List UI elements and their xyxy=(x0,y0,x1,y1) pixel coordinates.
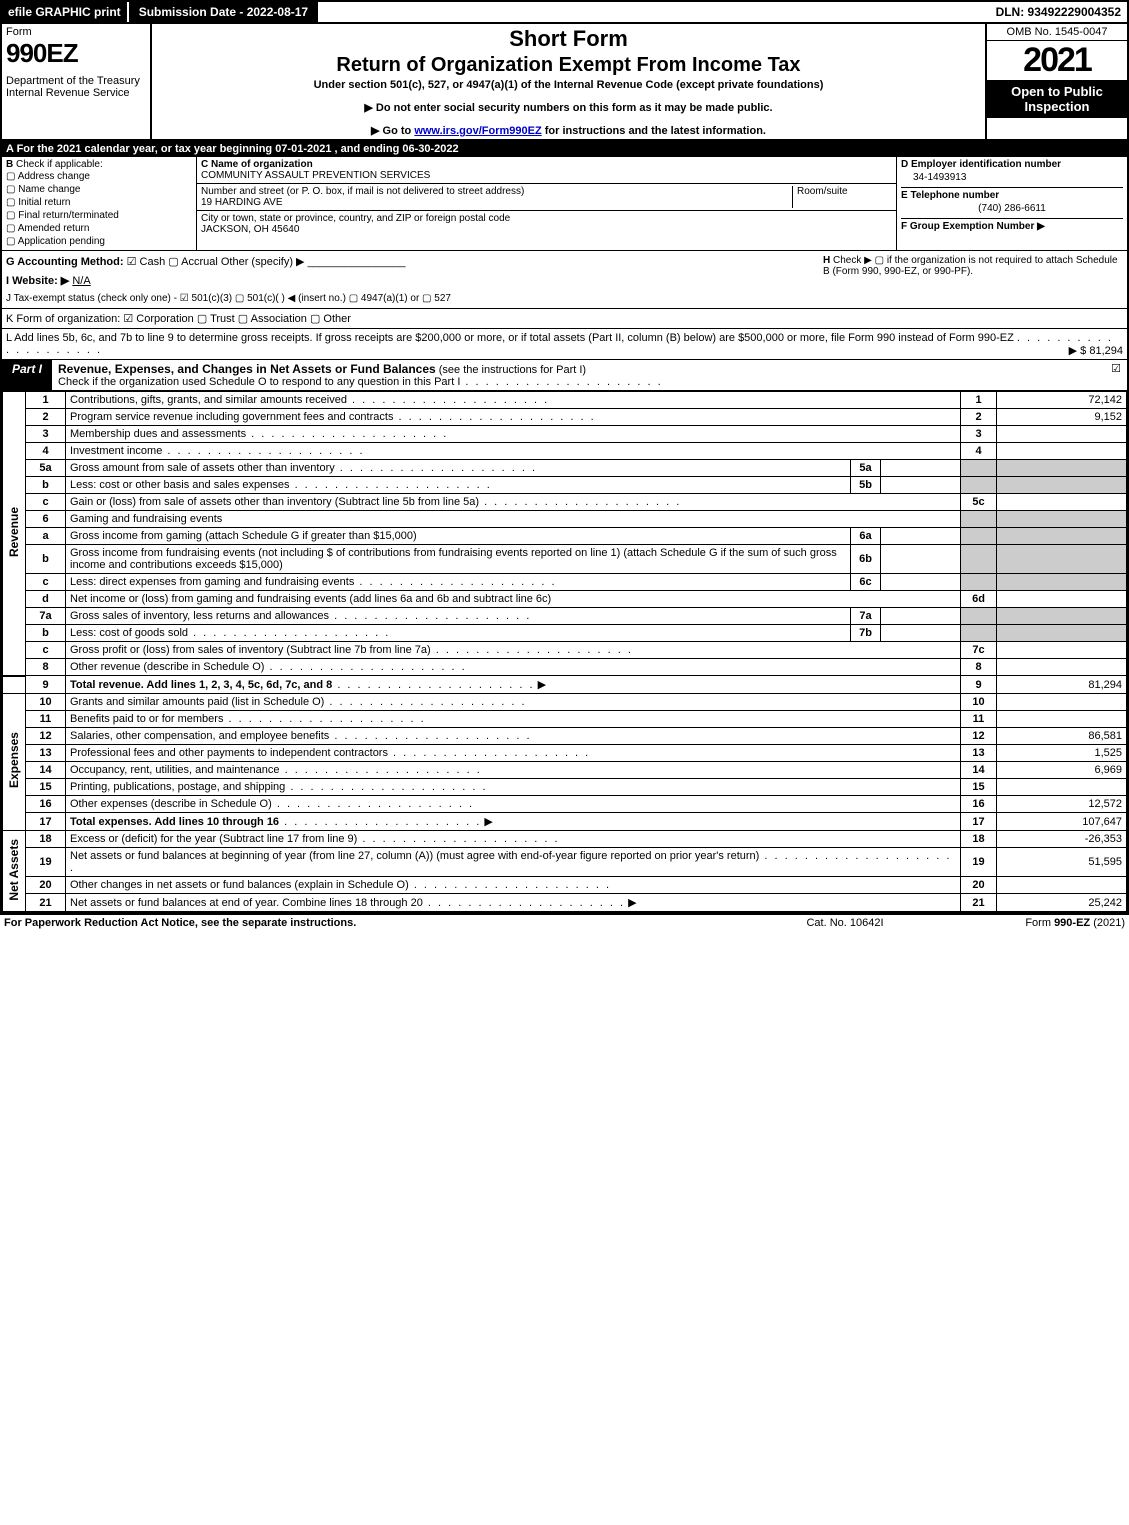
form-number: 990EZ xyxy=(6,38,146,69)
col-b: B Check if applicable: Address change Na… xyxy=(2,157,197,250)
chk-name-change[interactable]: Name change xyxy=(6,183,192,196)
under-section: Under section 501(c), 527, or 4947(a)(1)… xyxy=(158,79,979,91)
submission-date: Submission Date - 2022-08-17 xyxy=(127,2,318,22)
chk-address-change[interactable]: Address change xyxy=(6,170,192,183)
header-left: Form 990EZ Department of the Treasury In… xyxy=(2,24,152,139)
header: Form 990EZ Department of the Treasury In… xyxy=(2,24,1127,141)
form-ref: Form 990-EZ (2021) xyxy=(945,917,1125,929)
amt-9: 81,294 xyxy=(997,676,1127,694)
gross-receipts: ▶ $ 81,294 xyxy=(1069,344,1123,357)
chk-final-return[interactable]: Final return/terminated xyxy=(6,209,192,222)
cat-no: Cat. No. 10642I xyxy=(745,917,945,929)
chk-accrual[interactable]: Accrual xyxy=(168,256,218,268)
efile-label: efile GRAPHIC print xyxy=(2,2,127,22)
street-block: Number and street (or P. O. box, if mail… xyxy=(197,184,896,211)
netassets-label: Net Assets xyxy=(3,831,26,912)
lines-table: Revenue 1 Contributions, gifts, grants, … xyxy=(2,391,1127,912)
footer: For Paperwork Reduction Act Notice, see … xyxy=(0,914,1129,931)
ssn-note: ▶ Do not enter social security numbers o… xyxy=(158,101,979,114)
org-name-block: C Name of organization COMMUNITY ASSAULT… xyxy=(197,157,896,184)
line-h: H Check ▶ ▢ if the organization is not r… xyxy=(823,255,1123,287)
org-name: COMMUNITY ASSAULT PREVENTION SERVICES xyxy=(201,170,430,181)
ein: 34-1493913 xyxy=(901,170,1123,187)
section-bcd: B Check if applicable: Address change Na… xyxy=(2,157,1127,251)
city-block: City or town, state or province, country… xyxy=(197,211,896,237)
expenses-label: Expenses xyxy=(3,694,26,831)
chk-cash[interactable]: Cash xyxy=(127,256,166,268)
revenue-label: Revenue xyxy=(3,392,26,676)
topbar: efile GRAPHIC print Submission Date - 20… xyxy=(2,2,1127,24)
part-i-checkbox[interactable]: ☑ xyxy=(1105,360,1127,390)
street: 19 HARDING AVE xyxy=(201,197,283,208)
header-center: Short Form Return of Organization Exempt… xyxy=(152,24,987,139)
amt-2: 9,152 xyxy=(997,409,1127,426)
line-j: J Tax-exempt status (check only one) - ☑… xyxy=(2,291,1127,309)
website: N/A xyxy=(72,275,90,287)
dln: DLN: 93492229004352 xyxy=(990,2,1127,22)
chk-initial-return[interactable]: Initial return xyxy=(6,196,192,209)
form-990ez: efile GRAPHIC print Submission Date - 20… xyxy=(0,0,1129,914)
line-g-h: G Accounting Method: Cash Accrual Other … xyxy=(2,251,1127,291)
chk-application-pending[interactable]: Application pending xyxy=(6,235,192,248)
return-title: Return of Organization Exempt From Incom… xyxy=(158,54,979,77)
city: JACKSON, OH 45640 xyxy=(201,224,299,235)
chk-amended-return[interactable]: Amended return xyxy=(6,222,192,235)
short-form-title: Short Form xyxy=(158,26,979,52)
amt-21: 25,242 xyxy=(997,894,1127,912)
telephone: (740) 286-6611 xyxy=(901,201,1123,218)
goto-note: ▶ Go to www.irs.gov/Form990EZ for instru… xyxy=(158,124,979,137)
amt-17: 107,647 xyxy=(997,813,1127,831)
paperwork-notice: For Paperwork Reduction Act Notice, see … xyxy=(4,917,745,929)
line-l: L Add lines 5b, 6c, and 7b to line 9 to … xyxy=(2,329,1127,360)
tax-year: 2021 xyxy=(987,41,1127,80)
irs-link[interactable]: www.irs.gov/Form990EZ xyxy=(414,125,541,137)
amt-13: 1,525 xyxy=(997,745,1127,762)
department: Department of the Treasury Internal Reve… xyxy=(6,75,146,99)
col-c: C Name of organization COMMUNITY ASSAULT… xyxy=(197,157,897,250)
amt-12: 86,581 xyxy=(997,728,1127,745)
form-word: Form xyxy=(6,26,146,38)
line-k: K Form of organization: ☑ Corporation ▢ … xyxy=(2,309,1127,329)
part-i-tag: Part I xyxy=(2,360,52,390)
part-i-header: Part I Revenue, Expenses, and Changes in… xyxy=(2,360,1127,391)
amt-1: 72,142 xyxy=(997,392,1127,409)
amt-18: -26,353 xyxy=(997,831,1127,848)
open-inspection: Open to Public Inspection xyxy=(987,80,1127,118)
amt-19: 51,595 xyxy=(997,848,1127,877)
line-a: A For the 2021 calendar year, or tax yea… xyxy=(2,141,1127,157)
omb-number: OMB No. 1545-0047 xyxy=(987,24,1127,41)
amt-16: 12,572 xyxy=(997,796,1127,813)
amt-14: 6,969 xyxy=(997,762,1127,779)
header-right: OMB No. 1545-0047 2021 Open to Public In… xyxy=(987,24,1127,139)
col-d: D Employer identification number 34-1493… xyxy=(897,157,1127,250)
